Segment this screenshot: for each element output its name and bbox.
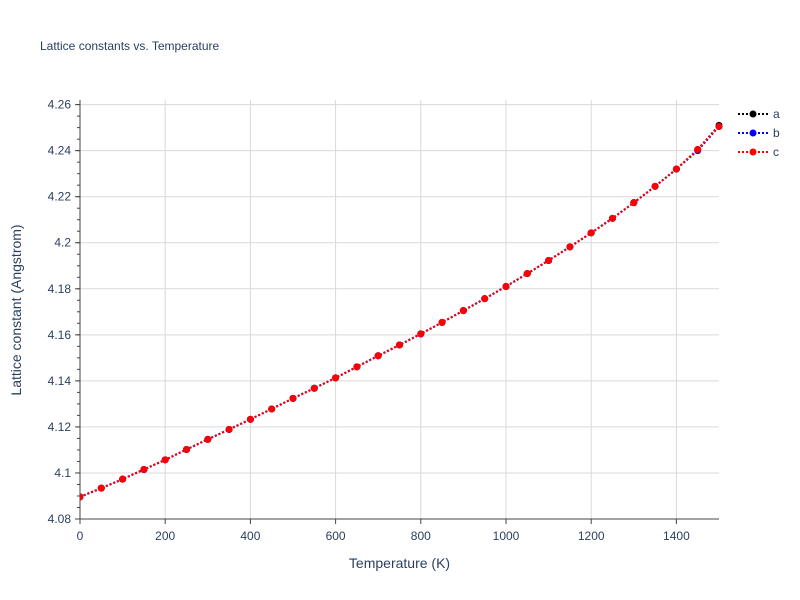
y-tick-label: 4.18	[48, 282, 72, 296]
data-point-c	[715, 122, 723, 130]
y-tick-label: 4.1	[54, 466, 71, 480]
legend-marker-c	[749, 148, 757, 156]
data-point-c	[396, 341, 403, 349]
data-point-c	[310, 384, 318, 392]
axes-layer: 0 200 400 600 800 1000 1200 1400 4.08 4.1 4.12 4.14…	[48, 98, 719, 543]
y-tick-label: 4.14	[48, 374, 72, 388]
data-point-c	[246, 415, 254, 423]
data-point-c	[587, 229, 595, 237]
y-tick-label: 4.16	[48, 328, 72, 342]
data-point-c	[630, 199, 638, 207]
y-tick-label: 4.08	[48, 512, 72, 526]
data-point-c	[523, 270, 531, 278]
data-point-c	[459, 307, 467, 315]
y-tick-label: 4.26	[48, 98, 72, 112]
legend-item-b[interactable]: b	[738, 126, 780, 140]
data-point-c	[672, 165, 680, 173]
legend[interactable]: abc	[738, 107, 780, 159]
y-tick-label: 4.12	[48, 420, 72, 434]
legend-marker-b	[749, 129, 757, 137]
x-tick-label: 1200	[578, 529, 605, 543]
y-tick-label: 4.22	[48, 190, 72, 204]
x-tick-label: 600	[326, 529, 346, 543]
data-point-c	[417, 330, 425, 338]
series-a	[80, 121, 723, 501]
series-line-c	[80, 125, 720, 498]
data-point-c	[502, 282, 510, 290]
data-point-c	[225, 425, 233, 433]
chart-title: Lattice constants vs. Temperature	[40, 39, 220, 53]
data-point-c	[353, 363, 361, 371]
grid-layer	[80, 100, 719, 520]
legend-item-a[interactable]: a	[738, 107, 780, 121]
data-point-c	[374, 352, 382, 360]
data-point-c	[438, 318, 446, 326]
x-tick-label: 0	[77, 529, 84, 543]
data-point-c	[97, 484, 105, 492]
data-point-c	[481, 295, 489, 303]
legend-marker-a	[749, 110, 757, 118]
legend-label-b: b	[773, 126, 780, 140]
series-line-b	[80, 125, 720, 498]
data-point-c	[651, 182, 659, 190]
data-point-c	[268, 405, 276, 413]
data-point-c	[609, 214, 616, 222]
legend-label-a: a	[773, 107, 780, 121]
data-point-c	[566, 243, 574, 251]
x-tick-label: 1000	[493, 529, 520, 543]
data-point-c	[332, 374, 340, 382]
x-axis-title: Temperature (K)	[349, 555, 450, 571]
x-tick-label: 800	[411, 529, 431, 543]
x-tick-label: 400	[240, 529, 260, 543]
y-axis-title: Lattice constant (Angstrom)	[8, 224, 24, 395]
series-b	[80, 122, 723, 501]
series-line-a	[80, 124, 720, 498]
data-point-c	[289, 394, 297, 402]
legend-label-c: c	[773, 145, 779, 159]
data-point-c	[183, 445, 190, 453]
x-tick-label: 200	[155, 529, 175, 543]
x-tick-label: 1400	[663, 529, 690, 543]
data-point-c	[694, 145, 702, 153]
series-c	[80, 122, 723, 501]
data-point-c	[119, 475, 127, 483]
data-point-c	[80, 493, 84, 501]
series-layer	[80, 121, 723, 501]
data-point-c	[161, 456, 169, 464]
data-point-c	[204, 435, 212, 443]
legend-item-c[interactable]: c	[738, 145, 779, 159]
data-point-c	[140, 466, 148, 474]
y-tick-label: 4.2	[54, 236, 71, 250]
y-tick-label: 4.24	[48, 144, 72, 158]
data-point-c	[545, 256, 553, 264]
